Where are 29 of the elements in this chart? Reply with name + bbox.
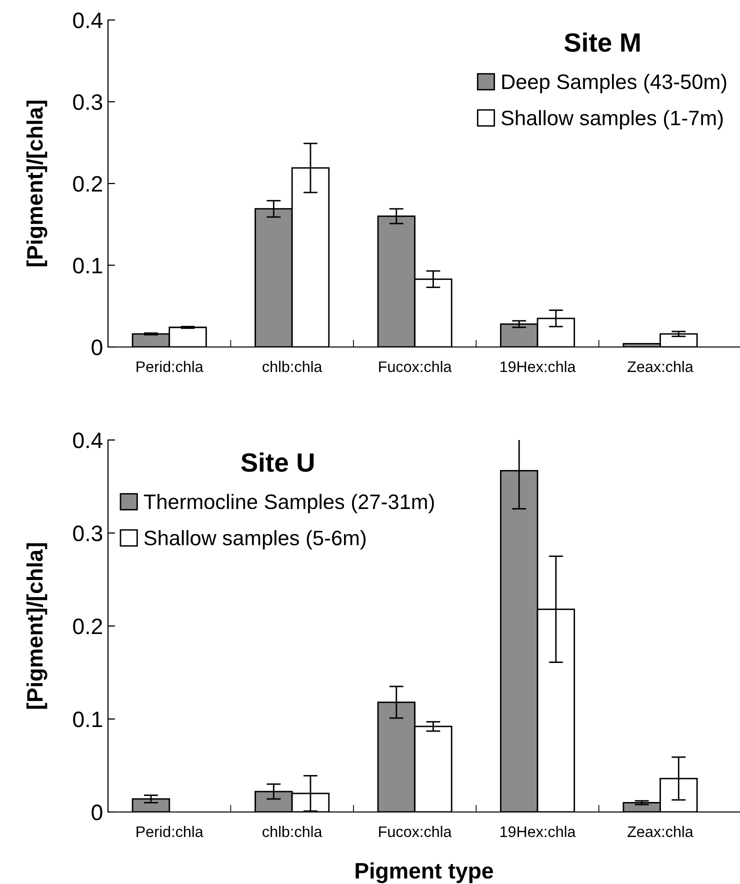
legend-label: Shallow samples (5-6m) [144,530,366,550]
x-tick-label: 19Hex:chla [500,826,576,838]
y-tick-label: 0.1 [73,712,102,728]
x-tick-label: Fucox:chla [379,826,452,838]
y-tick-label: 0.3 [73,94,102,110]
legend-title: Site U [241,452,314,472]
x-tick-label: Perid:chla [136,360,204,372]
x-tick-label: Zeax:chla [628,360,694,372]
legend-label: Thermocline Samples (27-31m) [144,494,434,514]
y-tick-label: 0.4 [73,12,102,28]
y-tick-label: 0.3 [73,526,102,542]
y-tick-label: 0.2 [73,176,102,192]
legend-title: Site M [564,32,640,52]
y-tick-label: 0.2 [73,618,102,634]
legend-label: Deep Samples (43-50m) [502,74,726,94]
y-tick-label: 0.1 [73,258,102,274]
y-tick-label: 0 [92,340,102,356]
x-axis-title: Pigment type [356,862,494,884]
x-tick-label: Zeax:chla [628,826,694,838]
y-axis-title: [Pigment]/[chla] [26,100,48,266]
x-tick-label: chlb:chla [262,826,322,838]
x-tick-label: Perid:chla [136,826,204,838]
legend-label: Shallow samples (1-7m) [502,110,723,130]
x-tick-label: chlb:chla [262,360,322,372]
x-tick-label: 19Hex:chla [500,360,576,372]
y-tick-label: 0.4 [73,432,102,448]
x-tick-label: Fucox:chla [379,360,452,372]
y-axis-title: [Pigment]/[chla] [26,543,48,709]
y-tick-label: 0 [92,804,102,820]
